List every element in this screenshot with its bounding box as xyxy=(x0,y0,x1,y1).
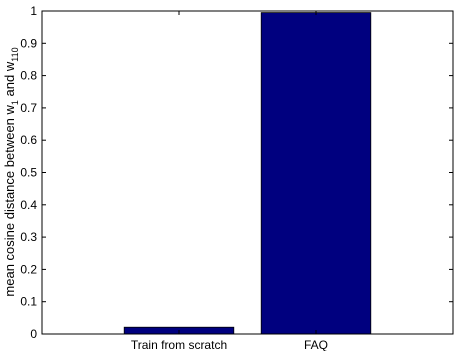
x-axis: Train from scratch FAQ xyxy=(131,11,328,352)
y-tick-label: 0.7 xyxy=(20,101,37,115)
y-tick-label: 0.4 xyxy=(20,198,37,212)
y-tick-label: 0.8 xyxy=(20,69,37,83)
y-tick-label: 0.2 xyxy=(20,262,37,276)
y-axis-label-prefix: mean cosine distance between w xyxy=(2,104,17,296)
x-tick-label: Train from scratch xyxy=(131,338,227,351)
bars-group xyxy=(123,12,372,335)
y-axis: 0 0.1 0.2 0.3 0.4 0.5 0.6 0.7 0.8 0.9 1 xyxy=(20,4,453,341)
y-tick-label: 0.5 xyxy=(20,166,37,180)
y-tick-label: 0 xyxy=(30,327,37,341)
y-tick-label: 0.3 xyxy=(20,230,37,244)
y-tick-label: 0.1 xyxy=(20,295,37,309)
y-axis-label-middle: and w xyxy=(2,61,17,100)
y-axis-label-sub1: 1 xyxy=(10,100,20,105)
x-tick-label: FAQ xyxy=(304,338,328,351)
y-axis-label-sub2: 110 xyxy=(10,47,20,61)
y-tick-label: 0.9 xyxy=(20,36,37,50)
y-tick-label: 0.6 xyxy=(20,133,37,147)
y-axis-label: mean cosine distance between w1 and w110 xyxy=(2,47,20,296)
y-tick-label: 1 xyxy=(30,4,37,18)
plot-area xyxy=(42,11,453,334)
bar xyxy=(260,12,372,335)
